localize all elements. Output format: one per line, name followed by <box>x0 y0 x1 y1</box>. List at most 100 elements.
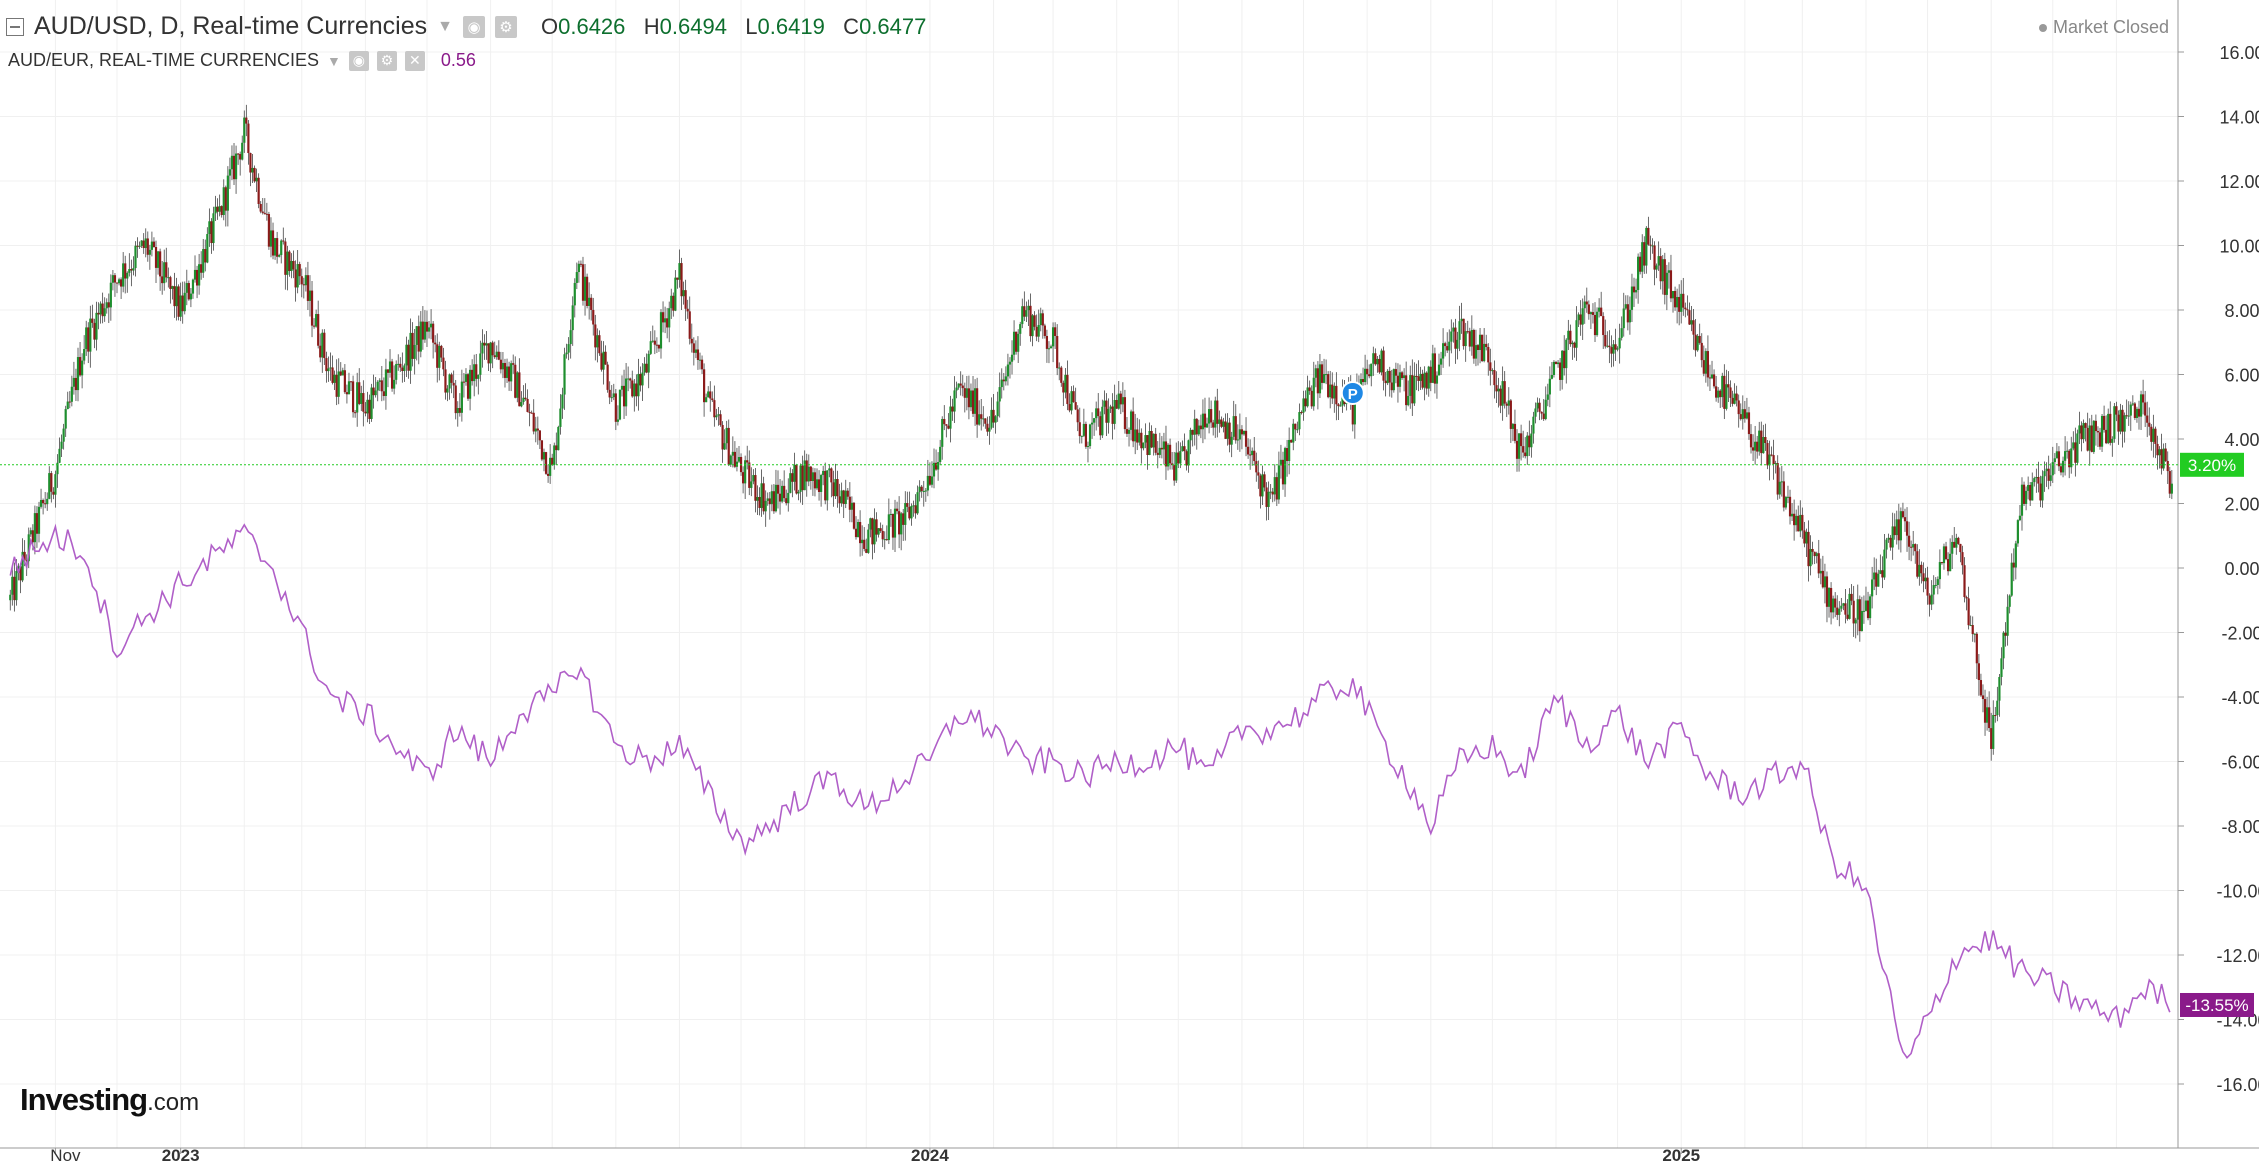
close-icon[interactable]: ✕ <box>404 50 425 71</box>
candle-body <box>2098 432 2102 447</box>
candle-body <box>21 551 24 581</box>
y-tick-label: 16.00% <box>2219 43 2259 63</box>
candle-body <box>684 290 687 309</box>
candle-body <box>364 411 367 414</box>
candle-body <box>1868 596 1872 619</box>
candle-body <box>1838 608 1841 615</box>
candle-body <box>1659 256 1662 282</box>
ohlc-close-value: 0.6477 <box>859 13 927 39</box>
candle-body <box>1236 439 1239 441</box>
candle-body <box>237 153 240 155</box>
candle-body <box>1359 379 1363 387</box>
chevron-down-icon[interactable]: ▼ <box>327 52 341 69</box>
candle-body <box>1164 441 1168 467</box>
candle-body <box>1589 312 1593 315</box>
candle-body <box>795 464 798 494</box>
candle-body <box>1823 576 1827 588</box>
eye-icon[interactable]: ◉ <box>348 50 369 71</box>
candle-body <box>1380 350 1383 373</box>
candle-body <box>200 264 203 273</box>
candle-body <box>2043 471 2046 477</box>
candle-body <box>1747 412 1751 435</box>
candle-body <box>1398 372 1402 387</box>
candle-body <box>329 367 332 369</box>
candle-body <box>1536 402 1539 409</box>
candle-body <box>791 473 794 482</box>
candle-body <box>1903 517 1907 522</box>
candle-body <box>87 327 90 352</box>
candle-body <box>2045 468 2048 472</box>
candle-body <box>1686 309 1689 311</box>
candle-body <box>136 245 139 247</box>
candle-body <box>1015 331 1018 352</box>
candle-body <box>1117 393 1120 409</box>
candle-body <box>838 496 841 504</box>
candle-body <box>1125 429 1129 434</box>
candle-body <box>1556 362 1560 365</box>
candle-body <box>2022 484 2026 504</box>
eye-icon[interactable]: ◉ <box>462 15 485 38</box>
gear-icon[interactable]: ⚙ <box>376 50 397 71</box>
candle-body <box>1138 432 1141 443</box>
candle-body <box>1811 548 1814 552</box>
candle-body <box>1575 320 1578 348</box>
main-series-title[interactable]: AUD/USD, D, Real-time Currencies <box>34 12 428 40</box>
candle-body <box>1643 242 1646 266</box>
candle-body <box>1561 350 1564 380</box>
candle-body <box>1801 514 1804 531</box>
candle-body <box>965 388 968 398</box>
candle-body <box>1895 519 1898 536</box>
candle-body <box>409 332 412 371</box>
candle-body <box>676 277 679 280</box>
candle-body <box>497 351 500 360</box>
candle-body <box>1489 362 1492 371</box>
candle-body <box>877 528 880 535</box>
candle-body <box>622 385 626 407</box>
candle-body <box>1809 548 1812 567</box>
candle-body <box>1470 329 1473 347</box>
candle-body <box>2010 562 2013 596</box>
candle-body <box>1460 318 1463 322</box>
candle-body <box>618 389 622 420</box>
candle-body <box>1676 296 1679 308</box>
candle-body <box>218 206 221 212</box>
candle-body <box>179 295 182 317</box>
candle-body <box>1134 429 1137 442</box>
candle-body <box>1741 409 1744 420</box>
compare-series-title[interactable]: AUD/EUR, REAL-TIME CURRENCIES <box>8 50 320 70</box>
candle-body <box>269 230 273 247</box>
investing-logo: Investing.com <box>20 1082 199 1118</box>
candle-body <box>924 490 927 492</box>
candle-body <box>1760 430 1763 454</box>
candle-body <box>2072 442 2075 449</box>
candle-body <box>1690 320 1693 325</box>
candle-body <box>1624 304 1627 309</box>
candle-body <box>2016 520 2019 544</box>
candle-body <box>918 486 921 493</box>
candle-body <box>1893 526 1896 536</box>
candle-body <box>2020 484 2024 516</box>
candle-body <box>1784 497 1788 508</box>
candle-body <box>760 483 763 508</box>
gear-icon[interactable]: ⚙ <box>494 15 517 38</box>
candle-body <box>2082 423 2085 440</box>
candle-body <box>2057 451 2061 467</box>
collapse-icon[interactable] <box>6 17 24 36</box>
candle-body <box>1585 301 1588 305</box>
candle-body <box>1526 435 1529 457</box>
market-status-text: Market Closed <box>2052 17 2169 37</box>
candle-body <box>1160 447 1163 450</box>
candle-body <box>2121 409 2124 432</box>
candle-body <box>969 390 973 408</box>
candle-body <box>869 518 872 530</box>
candle-body <box>380 380 383 392</box>
candle-body <box>339 371 342 376</box>
candle-body <box>926 475 929 491</box>
candle-body <box>994 416 997 423</box>
candle-body <box>1569 330 1572 345</box>
candle-body <box>526 398 529 412</box>
candle-body <box>1423 372 1426 388</box>
chevron-down-icon[interactable]: ▼ <box>437 17 453 35</box>
